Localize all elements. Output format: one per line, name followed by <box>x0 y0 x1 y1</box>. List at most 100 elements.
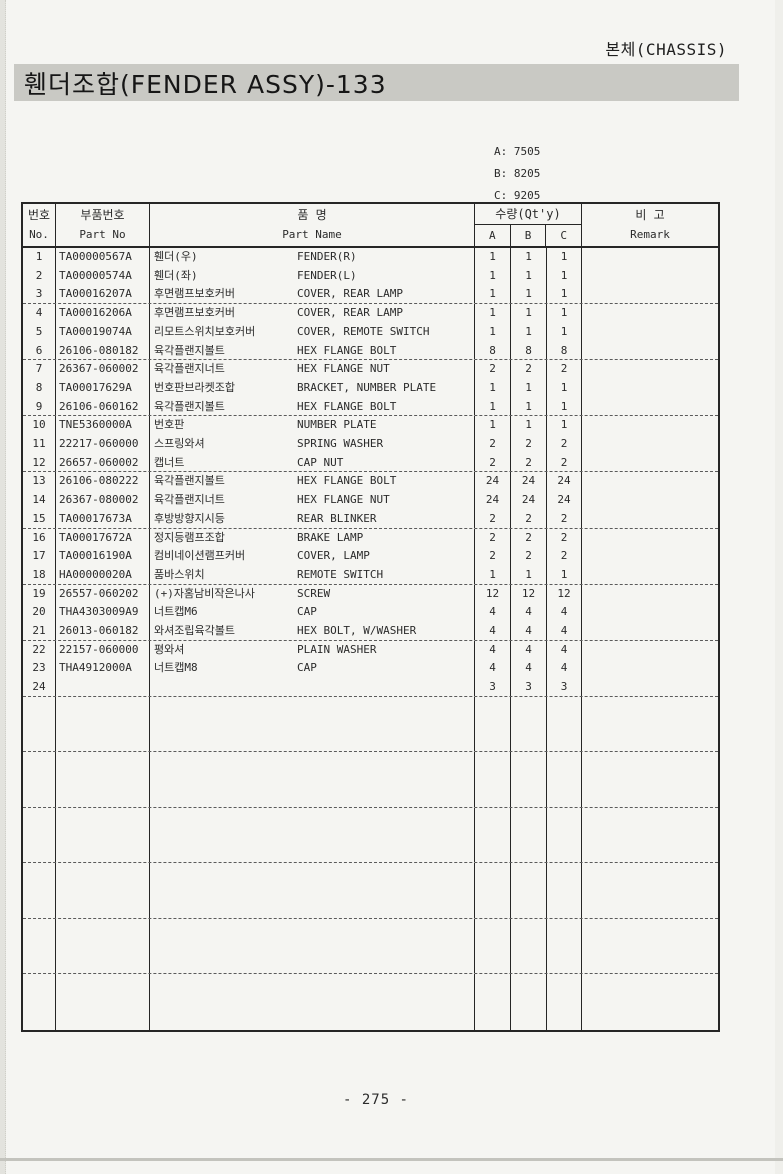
row-qty-a <box>475 807 511 863</box>
row-qty-b: 2 <box>511 547 547 566</box>
row-qty-b <box>511 696 547 752</box>
row-no: 20 <box>23 603 56 623</box>
row-part-name-en: FENDER(L) <box>297 268 357 282</box>
row-part-no <box>56 752 150 807</box>
row-remark <box>582 267 718 286</box>
table-row: 18 HA00000020A 품바스위치 REMOTE SWITCH 1 1 1 <box>23 565 718 585</box>
row-part-name: 후면램프보호커버 COVER, REAR LAMP <box>150 304 475 323</box>
row-part-no <box>56 807 150 863</box>
row-part-name-kr: 육각플랜지너트 <box>154 493 225 507</box>
row-qty-c: 1 <box>547 378 582 398</box>
row-part-no: TNE5360000A <box>56 416 150 436</box>
table-row: 11 22217-060000 스프링와셔 SPRING WASHER 2 2 2 <box>23 435 718 454</box>
row-remark <box>582 529 718 548</box>
header-part-no-en: Part No <box>79 228 126 241</box>
table-body: 1 TA00000567A 휀더(우) FENDER(R) 1 1 1 2 TA00000574… <box>23 248 718 1030</box>
row-qty-a <box>475 974 511 1030</box>
row-qty-a: 2 <box>475 509 511 528</box>
row-part-name-kr: 컴비네이션램프커버 <box>154 549 246 563</box>
row-no: 3 <box>23 285 56 304</box>
row-part-no <box>56 863 150 918</box>
row-part-name: 품바스위치 REMOTE SWITCH <box>150 565 475 584</box>
row-qty-a: 4 <box>475 603 511 623</box>
row-qty-c: 4 <box>547 640 582 660</box>
row-qty-b: 2 <box>511 435 547 454</box>
table-row: 14 26367-080002 육각플랜지너트 HEX FLANGE NUT 24 24 2… <box>23 491 718 510</box>
row-no: 8 <box>23 378 56 398</box>
row-part-name: 캡너트 CAP NUT <box>150 453 475 472</box>
row-part-name-kr: 육각플랜지볼트 <box>154 399 225 413</box>
row-qty-b: 12 <box>511 584 547 604</box>
table-row: 20 THA4303009A9 너트캡M6 CAP 4 4 4 <box>23 603 718 623</box>
row-remark <box>582 454 718 472</box>
row-part-no: TA00016190A <box>56 547 150 566</box>
row-qty-b: 2 <box>511 509 547 528</box>
row-part-name-kr: 너트캡M6 <box>154 605 198 619</box>
row-no: 24 <box>23 678 56 696</box>
row-part-name-en: CAP <box>297 605 317 619</box>
row-part-name-en: HEX FLANGE BOLT <box>297 474 397 488</box>
row-part-name: 후면램프보호커버 COVER, REAR LAMP <box>150 285 475 304</box>
page-number: - 275 - <box>342 1092 409 1108</box>
row-remark <box>582 678 718 696</box>
row-qty-c: 1 <box>547 285 582 304</box>
table-row: 10 TNE5360000A 번호판 NUMBER PLATE 1 1 1 <box>23 416 718 436</box>
row-remark <box>582 603 718 622</box>
row-part-name-kr: 품바스위치 <box>154 567 205 581</box>
row-part-no: 22157-060000 <box>56 640 150 660</box>
header-part-no: 부품번호 Part No <box>56 204 150 246</box>
row-remark <box>582 659 718 678</box>
table-row: 16 TA00017672A 정지등램프조합 BRAKE LAMP 2 2 2 <box>23 528 718 548</box>
row-part-name-kr: 육각플랜지너트 <box>154 362 225 376</box>
scan-edge-bottom <box>0 1158 783 1161</box>
row-qty-a: 2 <box>475 453 511 472</box>
row-qty-a: 1 <box>475 248 511 267</box>
row-qty-b: 1 <box>511 565 547 584</box>
row-part-name-en: CAP <box>297 661 317 675</box>
table-row: 2 TA00000574A 휀더(좌) FENDER(L) 1 1 1 <box>23 266 718 286</box>
row-remark <box>582 863 718 918</box>
row-part-no: 26557-060202 <box>56 584 150 604</box>
row-qty-c: 4 <box>547 603 582 623</box>
header-no: 번호 No. <box>23 204 56 246</box>
row-no: 21 <box>23 622 56 640</box>
row-part-name-en: FENDER(R) <box>297 250 357 263</box>
header-qty-label: 수량(Qt'y) <box>475 204 581 225</box>
row-qty-b: 1 <box>511 266 547 286</box>
row-no <box>23 696 56 752</box>
row-qty-c: 4 <box>547 622 582 640</box>
table-row: 3 TA00016207A 후면램프보호커버 COVER, REAR LAMP 1 1 1 <box>23 285 718 305</box>
row-part-name-en: REAR BLINKER <box>297 511 377 525</box>
row-part-name-kr: 육각플랜지볼트 <box>154 474 225 488</box>
row-remark <box>582 416 718 435</box>
row-qty-b: 1 <box>511 397 547 416</box>
header-remark: 비 고 Remark <box>582 204 718 246</box>
page-title: 휀더조합(FENDER ASSY)-133 <box>24 69 387 99</box>
row-qty-b <box>511 752 547 807</box>
row-remark <box>582 752 718 807</box>
row-qty-c <box>547 918 582 974</box>
row-qty-b: 2 <box>511 453 547 472</box>
row-qty-c: 4 <box>547 659 582 679</box>
legend-item-b: B: 8205 <box>494 167 541 180</box>
row-part-name-en: NUMBER PLATE <box>297 418 377 432</box>
row-part-name: 정지등램프조합 BRAKE LAMP <box>150 528 475 548</box>
row-part-no: TA00000574A <box>56 266 150 286</box>
row-part-name-en: COVER, REAR LAMP <box>297 306 403 320</box>
row-qty-c: 12 <box>547 584 582 604</box>
row-qty-c: 24 <box>547 472 582 492</box>
row-qty-a: 4 <box>475 659 511 679</box>
row-no: 19 <box>23 584 56 604</box>
row-qty-c: 1 <box>547 565 582 584</box>
row-no: 10 <box>23 416 56 436</box>
row-remark <box>582 919 718 974</box>
row-remark <box>582 808 718 863</box>
row-qty-a <box>475 696 511 752</box>
row-qty-a: 1 <box>475 285 511 304</box>
row-remark <box>582 622 718 640</box>
row-qty-c: 2 <box>547 547 582 566</box>
header-remark-en: Remark <box>630 228 670 241</box>
row-part-no <box>56 918 150 974</box>
header-part-name: 품 명 Part Name <box>150 204 475 246</box>
